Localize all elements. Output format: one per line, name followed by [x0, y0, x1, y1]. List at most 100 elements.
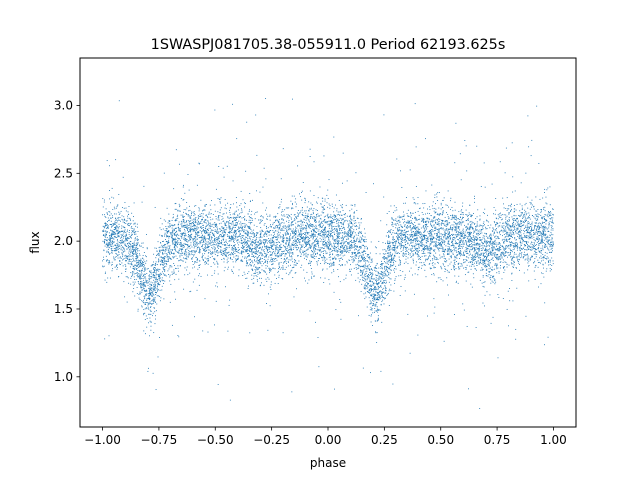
data-point [391, 259, 392, 260]
data-point [135, 253, 136, 255]
data-point [428, 245, 430, 247]
data-point [404, 245, 406, 247]
data-point [462, 241, 464, 243]
data-point [339, 251, 341, 253]
data-point [277, 250, 279, 252]
data-point [337, 247, 339, 249]
data-point [294, 214, 296, 216]
data-point [272, 260, 274, 262]
data-point [484, 259, 485, 261]
data-point [368, 275, 370, 276]
data-point [405, 235, 406, 237]
data-point [123, 242, 125, 244]
data-point [197, 238, 198, 240]
data-point [510, 256, 512, 258]
data-point [515, 223, 517, 225]
data-point [178, 259, 180, 261]
data-point [209, 242, 211, 244]
data-point [493, 229, 495, 231]
data-point [375, 247, 377, 249]
data-point [258, 271, 260, 273]
data-point [529, 249, 531, 251]
data-point [539, 251, 541, 253]
data-point [130, 259, 132, 260]
data-point [198, 265, 200, 266]
data-point [515, 209, 517, 211]
data-point [112, 238, 114, 240]
data-point [552, 208, 554, 210]
data-point [340, 318, 342, 320]
data-point [465, 234, 467, 236]
data-point [406, 222, 408, 224]
data-point [327, 230, 329, 232]
data-point [175, 149, 177, 151]
data-point [329, 205, 331, 207]
data-point [459, 232, 461, 234]
data-point [510, 241, 512, 243]
data-point [201, 223, 203, 225]
data-point [478, 247, 480, 249]
data-point [174, 245, 176, 246]
data-point [520, 236, 522, 238]
data-point [337, 238, 339, 240]
data-point [271, 226, 272, 228]
data-point [270, 247, 272, 248]
data-point [178, 244, 180, 246]
data-point [249, 246, 251, 248]
data-point [294, 240, 296, 242]
data-point [541, 242, 543, 244]
data-point [307, 216, 309, 217]
data-point [281, 221, 283, 223]
data-point [155, 294, 157, 295]
data-point [349, 210, 351, 212]
data-point [320, 203, 322, 205]
data-point [415, 185, 417, 187]
data-point [148, 322, 150, 324]
data-point [124, 258, 126, 260]
data-point [519, 231, 521, 233]
data-point [485, 265, 487, 266]
data-point [486, 291, 488, 293]
data-point [165, 241, 167, 242]
data-point [103, 229, 105, 231]
data-point [354, 225, 356, 227]
data-point [293, 233, 295, 235]
data-point [164, 244, 166, 246]
data-point [495, 209, 497, 211]
data-point [123, 248, 125, 250]
data-point [541, 239, 543, 241]
data-point [178, 252, 180, 254]
data-point [470, 236, 471, 238]
data-point [373, 278, 375, 280]
data-point [542, 257, 544, 259]
data-point [550, 212, 552, 214]
data-point [245, 224, 247, 226]
data-point [329, 241, 331, 242]
data-point [381, 271, 383, 273]
data-point [164, 235, 165, 237]
data-point [270, 259, 271, 261]
data-point [217, 254, 219, 256]
data-point [140, 276, 142, 278]
data-point [538, 226, 540, 227]
data-point [333, 240, 335, 242]
data-point [433, 220, 435, 222]
data-point [324, 261, 326, 263]
data-point [206, 231, 208, 233]
data-point [164, 250, 166, 252]
data-point [453, 266, 455, 268]
data-point [417, 226, 419, 228]
data-point [451, 206, 453, 208]
data-point [552, 263, 554, 265]
data-point [499, 261, 501, 263]
data-point [249, 225, 251, 227]
data-point [183, 253, 185, 255]
data-point [245, 278, 247, 279]
data-point [487, 275, 489, 277]
data-point [463, 254, 465, 256]
data-point [301, 245, 303, 247]
data-point [187, 229, 189, 231]
data-point [154, 323, 156, 325]
data-point [489, 237, 491, 239]
data-point [483, 263, 485, 265]
